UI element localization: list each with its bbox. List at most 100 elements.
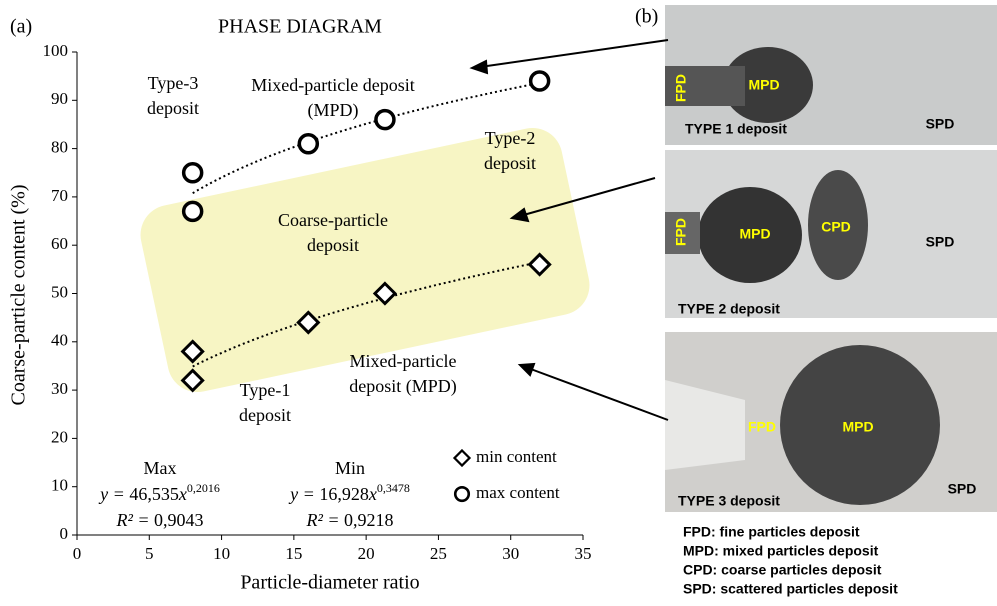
circle-marker (528, 70, 551, 92)
y-tick-label: 30 (51, 379, 68, 398)
trendline (192, 82, 540, 195)
fit-r2: R² = 0,9043 (115, 510, 203, 530)
fit-equation: y = 16,928x0,3478 (288, 481, 410, 504)
y-tick-label: 10 (51, 476, 68, 495)
fit-name: Max (144, 458, 177, 478)
photo-label: FPD (673, 74, 689, 102)
y-tick-label: 60 (51, 234, 68, 253)
photo-legend: MPD: mixed particles deposit (683, 543, 879, 559)
fit-b: 0,3478 (377, 481, 410, 495)
photo-label: SPD (926, 116, 955, 132)
photo-label: SPD (926, 234, 955, 250)
fit-a: 46,535 (129, 484, 179, 504)
photo-label: SPD (948, 481, 977, 497)
x-tick-label: 25 (430, 544, 447, 563)
coarse-region (140, 127, 590, 393)
diamond-marker (527, 252, 552, 277)
annotation: Mixed-particle deposit (251, 75, 414, 95)
pipe (665, 380, 745, 470)
photo-label: TYPE 3 deposit (678, 493, 780, 509)
photo-label: CPD (821, 219, 851, 235)
photo-label: FPD (748, 419, 776, 435)
annotation: deposit (239, 405, 291, 425)
diamond-marker (452, 448, 472, 468)
arrow-head (469, 59, 489, 75)
x-tick-label: 5 (145, 544, 154, 563)
r2-value: 0,9043 (154, 510, 204, 530)
arrow-head (517, 362, 536, 377)
x-tick-label: 15 (285, 544, 302, 563)
fit-a: 16,928 (319, 484, 369, 504)
x-tick-label: 30 (502, 544, 519, 563)
arrows (469, 39, 669, 421)
fit-var: x (178, 484, 187, 504)
photo-legend: FPD: fine particles deposit (683, 524, 860, 540)
circle-marker (453, 485, 471, 503)
y-tick-label: 80 (51, 138, 68, 157)
x-axis-label: Particle-diameter ratio (240, 572, 419, 594)
arrow-head (509, 207, 530, 223)
y-tick-label: 40 (51, 331, 68, 350)
fit-lead: y = (288, 484, 319, 504)
x-tick-label: 35 (575, 544, 592, 563)
photo-legend: SPD: scattered particles deposit (683, 581, 898, 597)
fit-r2: R² = 0,9218 (305, 510, 393, 530)
y-tick-label: 0 (60, 524, 69, 543)
photo-label: MPD (739, 226, 770, 242)
annotation: (MPD) (307, 100, 358, 121)
pipe (665, 66, 745, 106)
panel-label: (b) (635, 6, 658, 28)
x-tick-label: 20 (358, 544, 375, 563)
diamond-marker (180, 339, 205, 364)
chart-title: PHASE DIAGRAM (218, 16, 382, 38)
deposit (808, 170, 868, 280)
annotation: Type-1 (240, 380, 291, 400)
y-tick-label: 100 (43, 41, 69, 60)
legend-label: min content (476, 447, 557, 466)
r2-lead: R² = (305, 510, 344, 530)
x-tick-label: 10 (213, 544, 230, 563)
y-axis-label: Coarse-particle content (%) (8, 184, 30, 405)
panel-label: (a) (10, 16, 32, 38)
legend-label: max content (476, 483, 560, 502)
r2-value: 0,9218 (344, 510, 394, 530)
x-tick-label: 0 (73, 544, 82, 563)
circle-marker (374, 108, 396, 131)
diamond-marker (372, 281, 398, 306)
arrow (479, 39, 669, 68)
circle-marker (297, 133, 320, 155)
fit-name: Min (335, 458, 365, 478)
arrow (519, 177, 656, 217)
fit-equation: y = 46,535x0,2016 (98, 481, 220, 504)
y-tick-label: 50 (51, 282, 68, 301)
annotation: Mixed-particle (350, 351, 457, 371)
fit-var: x (368, 484, 377, 504)
annotation: Coarse-particle (278, 210, 388, 230)
circle-marker (181, 162, 204, 184)
diamond-marker (180, 368, 205, 393)
r2-lead: R² = (115, 510, 154, 530)
deposit (723, 47, 813, 123)
annotation: deposit (MPD) (349, 376, 457, 397)
annotation: deposit (147, 98, 199, 118)
circle-marker (181, 200, 204, 223)
arrow (527, 367, 669, 421)
photo-label: TYPE 1 deposit (685, 121, 787, 137)
fit-lead: y = (98, 484, 129, 504)
annotation: Type-3 (148, 73, 199, 93)
y-tick-label: 70 (51, 186, 68, 205)
y-tick-label: 20 (51, 427, 68, 446)
deposit (698, 187, 802, 283)
photo-label: FPD (673, 218, 689, 246)
annotation: deposit (484, 153, 536, 173)
annotation: Type-2 (485, 128, 536, 148)
y-tick-label: 90 (51, 89, 68, 108)
photo-legend: CPD: coarse particles deposit (683, 562, 882, 578)
photo-label: MPD (748, 77, 779, 93)
diamond-marker (296, 310, 321, 335)
annotation: deposit (307, 235, 359, 255)
photo-label: TYPE 2 deposit (678, 301, 780, 317)
pipe (665, 212, 700, 254)
deposit (780, 345, 940, 505)
